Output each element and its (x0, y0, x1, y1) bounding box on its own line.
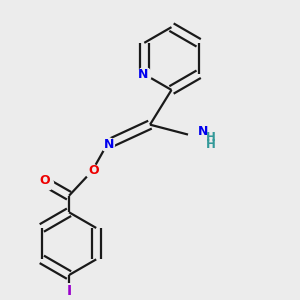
Text: I: I (66, 284, 72, 298)
Text: H: H (206, 131, 215, 144)
Text: O: O (88, 164, 99, 177)
Text: N: N (198, 125, 208, 138)
Text: O: O (39, 174, 50, 188)
Text: N: N (137, 68, 148, 81)
Text: H: H (206, 138, 215, 151)
Text: N: N (103, 138, 114, 151)
